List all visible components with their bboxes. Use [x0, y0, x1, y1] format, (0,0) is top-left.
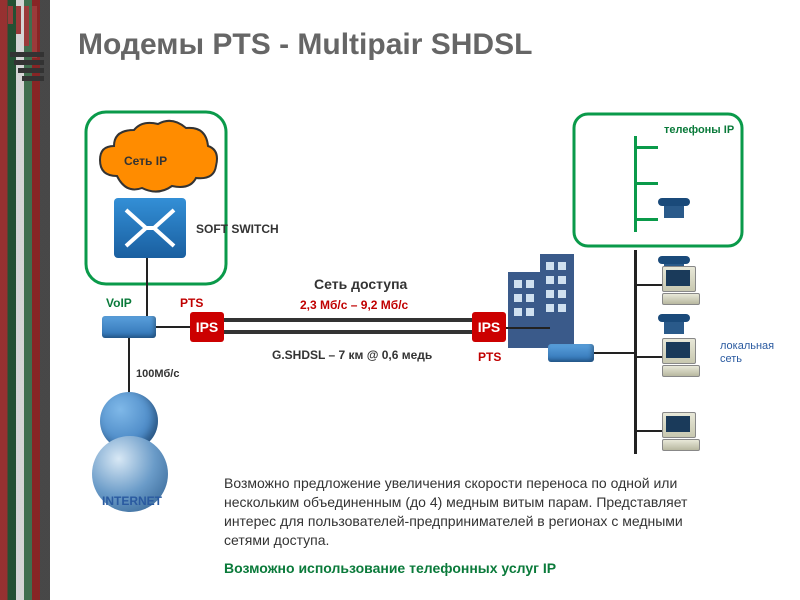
- building-icon: [500, 244, 580, 352]
- lan-tap3: [636, 430, 662, 432]
- lan-label: локальная сеть: [720, 340, 774, 366]
- dsl-line-bottom: [224, 330, 474, 334]
- ips-box-left: IPS: [190, 312, 224, 342]
- speed-range-label: 2,3 Мб/с – 9,2 Мб/с: [300, 298, 408, 312]
- lan-tap1: [636, 284, 662, 286]
- gshdsl-label: G.SHDSL – 7 км @ 0,6 медь: [272, 348, 432, 362]
- cloud-label: Сеть IP: [124, 154, 167, 168]
- dsl-line-top: [224, 318, 474, 322]
- body-text: Возможно предложение увеличения скорости…: [224, 474, 724, 550]
- phone-icon: [658, 198, 690, 220]
- uplink-label: 100Мб/с: [136, 368, 179, 380]
- footer-text: Возможно использование телефонных услуг …: [224, 560, 724, 576]
- link-switch-lan: [594, 352, 634, 354]
- phones-label: телефоны IP: [664, 124, 734, 136]
- page-title: Модемы PTS - Multipair SHDSL: [78, 28, 532, 62]
- pc-icon: [662, 266, 700, 305]
- sidebar-flags: [0, 0, 50, 600]
- slide: Модемы PTS - Multipair SHDSL Сеть IP SOF…: [0, 0, 800, 600]
- access-net-label: Сеть доступа: [314, 276, 407, 292]
- internet-label: INTERNET: [102, 494, 162, 508]
- phones-tap1: [636, 146, 658, 149]
- pts-label-right: PTS: [478, 350, 501, 364]
- pts-label-left: PTS: [180, 296, 203, 310]
- lan-tap2: [636, 356, 662, 358]
- pc-icon: [662, 412, 700, 451]
- link-ips-building: [506, 327, 550, 329]
- lan-bus: [634, 250, 637, 454]
- building-switch-icon: [548, 344, 594, 362]
- ips-text-right: IPS: [478, 319, 501, 335]
- link-voip-ips: [156, 326, 192, 328]
- phone-icon: [658, 314, 690, 336]
- softswitch-icon: [114, 198, 186, 258]
- phones-tap3: [636, 218, 658, 221]
- ips-text-left: IPS: [196, 319, 219, 335]
- voip-switch-icon: [102, 316, 156, 338]
- logo: [8, 6, 52, 90]
- voip-label: VoIP: [106, 296, 132, 310]
- pc-icon: [662, 338, 700, 377]
- softswitch-label: SOFT SWITCH: [196, 222, 279, 236]
- phones-tap2: [636, 182, 658, 185]
- link-voip-router: [128, 338, 130, 394]
- link-softswitch-voip: [146, 258, 148, 316]
